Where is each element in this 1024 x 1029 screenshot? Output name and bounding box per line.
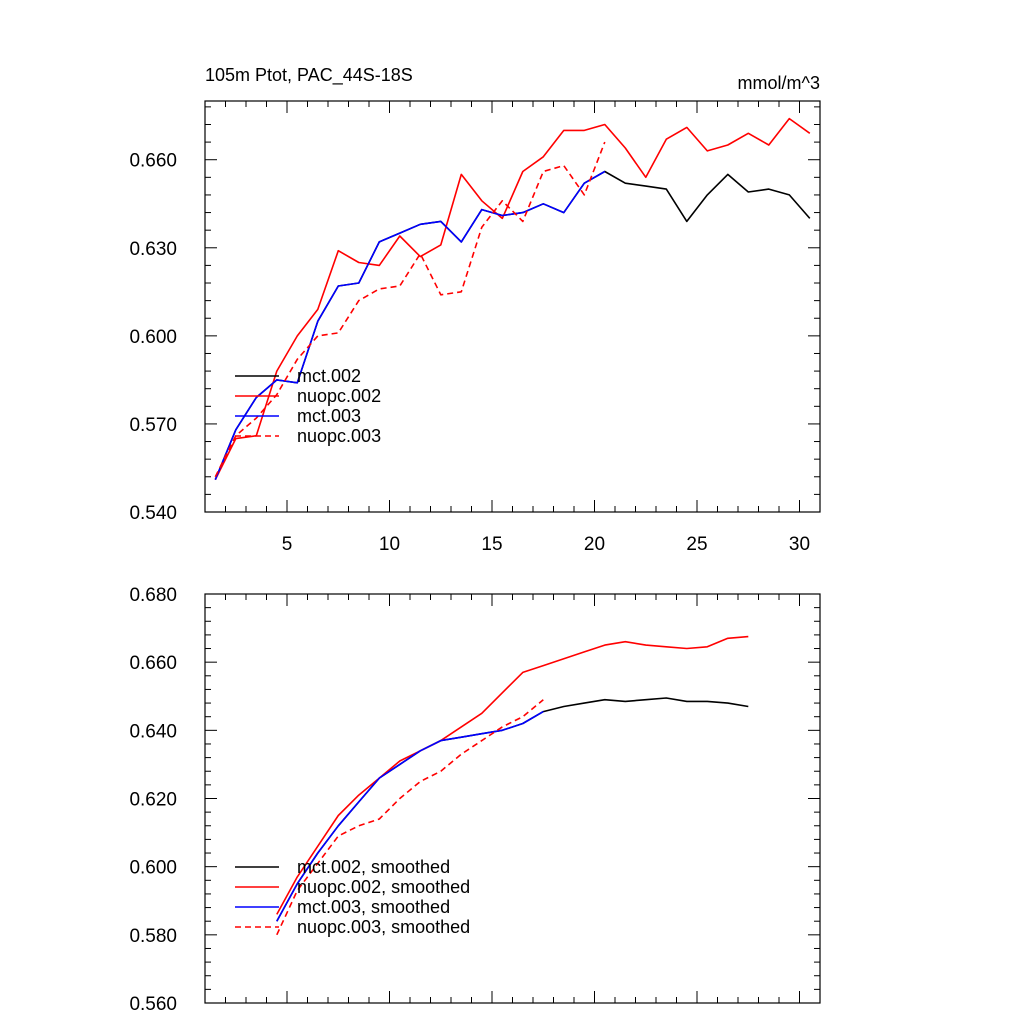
legend-label: mct.003, smoothed: [297, 897, 450, 917]
series-line-3: [276, 710, 544, 922]
y-tick-label: 0.580: [129, 926, 177, 947]
y-tick-label: 0.620: [129, 790, 177, 811]
x-tick-label: 15: [481, 534, 502, 555]
plot-frame: [204, 100, 821, 513]
y-tick-label: 0.570: [129, 415, 177, 436]
legend-label: nuopc.002, smoothed: [297, 877, 470, 897]
x-tick-label: 30: [789, 534, 810, 555]
y-tick-label: 0.680: [129, 585, 177, 606]
plot-frame: [204, 593, 821, 1004]
legend-label: mct.002: [297, 366, 361, 386]
legend-label: nuopc.003: [297, 426, 381, 446]
x-tick-label: 5: [282, 534, 293, 555]
x-tick-label: 10: [379, 534, 400, 555]
x-tick-label: 20: [584, 534, 605, 555]
series-line-2: [276, 635, 749, 915]
y-tick-label: 0.640: [129, 721, 177, 742]
series-line-2: [214, 117, 811, 481]
series-line-4: [214, 141, 606, 478]
chart-panel-2: 0.560 0.580 0.600 0.620 0.640 0.660 0.680 mct.0…: [129, 585, 821, 1015]
y-tick-label: 0.540: [129, 503, 177, 524]
chart-title: 105m Ptot, PAC_44S-18S: [205, 65, 413, 86]
x-tick-label: 25: [686, 534, 707, 555]
legend-label: mct.003: [297, 406, 361, 426]
series-line-3: [214, 170, 606, 481]
y-tick-label: 0.660: [129, 653, 177, 674]
chart-panel-1: 5 10 15 20 25 30 0.540 0.570 0.600 0.630 0.660 105m…: [129, 65, 821, 555]
series-line-4: [276, 699, 544, 936]
legend-label: mct.002, smoothed: [297, 857, 450, 877]
legend-label: nuopc.002: [297, 386, 381, 406]
y-tick-label: 0.600: [129, 327, 177, 348]
units-label: mmol/m^3: [738, 73, 820, 93]
y-tick-label: 0.600: [129, 858, 177, 879]
y-tick-label: 0.630: [129, 239, 177, 260]
y-tick-label: 0.560: [129, 994, 177, 1015]
legend-label: nuopc.003, smoothed: [297, 917, 470, 937]
y-tick-label: 0.660: [129, 151, 177, 172]
